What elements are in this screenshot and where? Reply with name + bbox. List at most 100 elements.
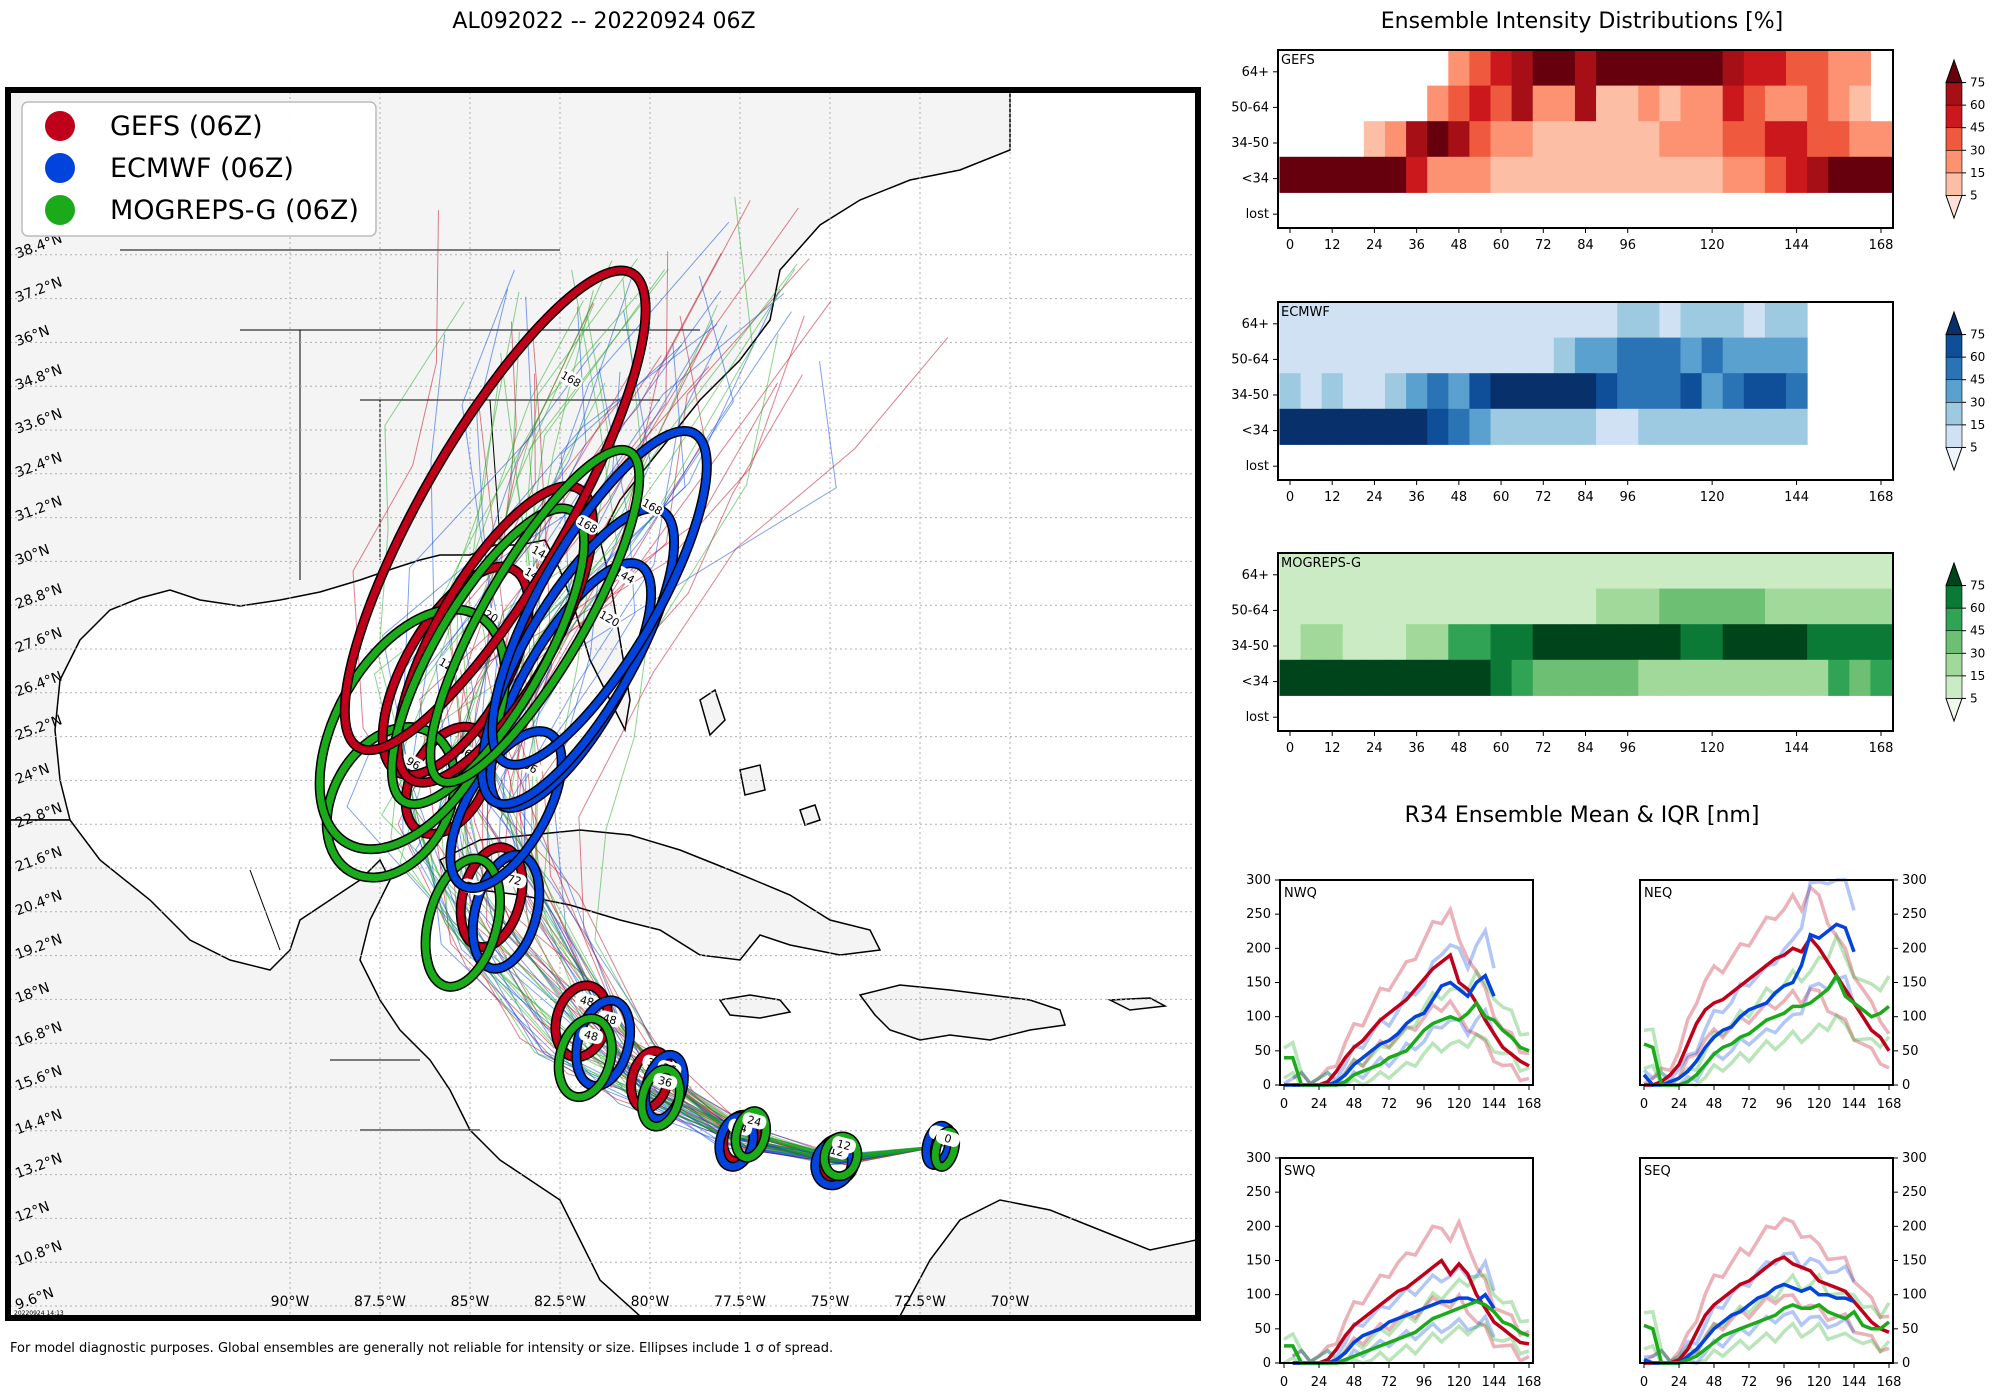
heatmap-cell [1638, 373, 1660, 410]
heatmap-cell [1363, 373, 1386, 410]
mogreps-hour-tag-bg [579, 1026, 604, 1045]
mogreps-hour-label: 24 [746, 1113, 763, 1129]
heatmap-cell [1870, 588, 1893, 625]
heatmap-cell [1406, 337, 1428, 374]
heatmap-cell [1490, 50, 1513, 87]
heatmap-cell [1807, 156, 1829, 193]
heatmap-cell [1680, 302, 1703, 339]
heatmap-cell [1828, 50, 1850, 87]
r34-xtick-label: 48 [1346, 1375, 1363, 1390]
heatmap-xtick-label: 84 [1577, 741, 1594, 756]
heatmap-panel-label: ECMWF [1281, 305, 1330, 320]
r34-xtick-label: 72 [1741, 1375, 1758, 1390]
heatmap-cell [1764, 50, 1787, 87]
heatmap-cell [1786, 373, 1808, 410]
heatmap-xtick-label: 12 [1324, 238, 1341, 253]
central-america-land [10, 819, 642, 1316]
colorbar-tick-label: 45 [1970, 624, 1985, 638]
heatmap-cell [1807, 85, 1829, 122]
r34-xtick-label: 96 [1776, 1375, 1793, 1390]
map-legend: GEFS (06Z) ECMWF (06Z) MOGREPS-G (06Z) [21, 101, 377, 237]
colorbar-tick-label: 45 [1970, 121, 1985, 135]
heatmap-cell [1406, 302, 1428, 339]
r34-iqr-line [1642, 878, 1856, 1082]
heatmap-cell [1490, 408, 1513, 445]
heatmap-cell [1553, 588, 1576, 625]
heatmap-cell [1553, 85, 1576, 122]
heatmap-ytick-label: <34 [1242, 675, 1269, 690]
heatmap-xtick-label: 120 [1700, 741, 1725, 756]
mogreps-hour-tag-bg [742, 1112, 767, 1130]
heatmap-cell [1342, 624, 1365, 661]
heatmap-cell [1574, 337, 1597, 374]
heatmap-cell [1722, 337, 1745, 374]
ecmwf-ellipse-group: 48 [571, 995, 636, 1092]
heatmap-cell [1448, 408, 1470, 445]
heatmap-cell [1828, 553, 1850, 590]
heatmap-ytick-label: lost [1246, 207, 1269, 222]
r34-xtick-label: 72 [1381, 1097, 1398, 1112]
heatmap-cell [1680, 588, 1703, 625]
heatmap-cell [1342, 373, 1365, 410]
r34-mean-line-ecmwf [1642, 922, 1856, 1087]
heatmap-cell [1511, 553, 1534, 590]
heatmap-cell [1617, 588, 1639, 625]
ecmwf-hour-label: 72 [506, 872, 523, 888]
r34-ytick-label: 300 [1246, 873, 1271, 888]
intensity-title: Ensemble Intensity Distributions [%] [1381, 9, 1784, 34]
heatmap-cell [1786, 302, 1808, 339]
colorbar-extend-low [1945, 697, 1963, 723]
heatmap-cell [1722, 85, 1745, 122]
heatmap-xtick-label: 96 [1619, 490, 1636, 505]
ecmwf-ellipse-group: 96 [445, 726, 567, 894]
heatmap-cell [1384, 624, 1407, 661]
heatmap-cell [1722, 302, 1745, 339]
heatmap-cell [1511, 337, 1534, 374]
heatmap-cell [1722, 659, 1745, 696]
heatmap-cell [1870, 624, 1893, 661]
lon-label: 72.5°W [894, 1294, 946, 1310]
heatmap-cell [1659, 373, 1681, 410]
colorbar-tick-label: 30 [1970, 646, 1985, 660]
basemap-borders [120, 249, 700, 1131]
heatmap-xtick-label: 60 [1493, 490, 1510, 505]
ecmwf-ellipse [446, 727, 566, 892]
heatmap-ytick-label: lost [1246, 459, 1269, 474]
colorbar-tick-label: 60 [1970, 98, 1985, 112]
heatmap-cell [1849, 624, 1871, 661]
heatmap-cell [1448, 85, 1470, 122]
gefs-ellipse [341, 267, 650, 754]
gefs-hour-tag-bg [559, 369, 583, 389]
heatmap-cell [1511, 85, 1534, 122]
heatmap-cell [1363, 553, 1386, 590]
colorbar-extend-high [1945, 310, 1963, 336]
heatmap-cell [1596, 624, 1618, 661]
r34-xtick-label: 144 [1482, 1097, 1507, 1112]
heatmap-xtick-label: 24 [1366, 741, 1383, 756]
heatmap-cell [1680, 659, 1703, 696]
jamaica-land [718, 994, 792, 1019]
colorbar-segment [1945, 379, 1963, 403]
heatmap-cell [1870, 156, 1893, 193]
heatmap-cell [1870, 553, 1893, 590]
heatmap-cell [1490, 553, 1513, 590]
map-frame [5, 87, 1201, 1321]
heatmap-cell [1849, 553, 1871, 590]
r34-iqr-line [1291, 1217, 1530, 1364]
heatmap-cell [1384, 408, 1407, 445]
heatmap-cell [1490, 156, 1513, 193]
heatmap-cell [1363, 588, 1386, 625]
heatmap-ytick-label: <34 [1242, 424, 1269, 439]
heatmap-cell [1596, 85, 1618, 122]
heatmap-ytick-label: 64+ [1242, 317, 1269, 332]
heatmap-cell [1511, 373, 1534, 410]
heatmap-cell [1511, 50, 1534, 87]
heatmap-cell [1553, 302, 1576, 339]
lon-label: 82.5°W [534, 1294, 586, 1310]
heatmap-cell [1469, 85, 1492, 122]
heatmap-xtick-label: 48 [1451, 238, 1468, 253]
heatmap-xtick-label: 12 [1324, 741, 1341, 756]
r34-xtick-label: 0 [1640, 1375, 1648, 1390]
gefs-ellipse-group: 168 [339, 265, 651, 756]
